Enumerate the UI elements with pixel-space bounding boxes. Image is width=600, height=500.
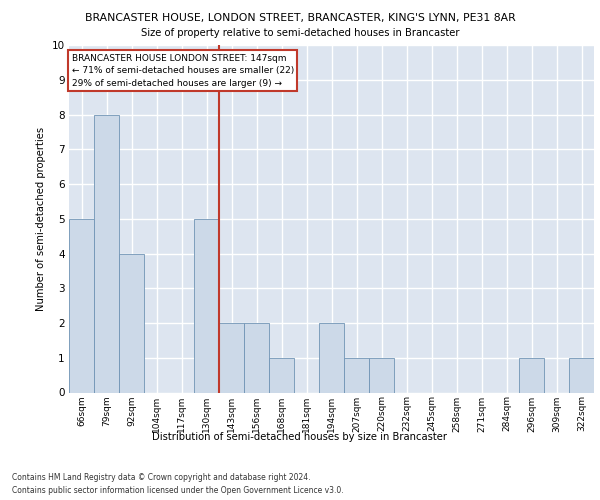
Bar — [319, 323, 344, 392]
Bar — [194, 219, 219, 392]
Bar — [244, 323, 269, 392]
Text: Contains HM Land Registry data © Crown copyright and database right 2024.: Contains HM Land Registry data © Crown c… — [12, 472, 311, 482]
Y-axis label: Number of semi-detached properties: Number of semi-detached properties — [36, 126, 46, 311]
Bar — [344, 358, 369, 392]
Bar — [519, 358, 544, 392]
Bar — [219, 323, 244, 392]
Bar — [69, 219, 94, 392]
Text: BRANCASTER HOUSE LONDON STREET: 147sqm
← 71% of semi-detached houses are smaller: BRANCASTER HOUSE LONDON STREET: 147sqm ←… — [71, 54, 294, 88]
Text: Distribution of semi-detached houses by size in Brancaster: Distribution of semi-detached houses by … — [152, 432, 448, 442]
Bar — [119, 254, 144, 392]
Bar — [269, 358, 294, 392]
Bar — [569, 358, 594, 392]
Text: Size of property relative to semi-detached houses in Brancaster: Size of property relative to semi-detach… — [141, 28, 459, 38]
Bar — [369, 358, 394, 392]
Text: Contains public sector information licensed under the Open Government Licence v3: Contains public sector information licen… — [12, 486, 344, 495]
Bar — [94, 114, 119, 392]
Text: BRANCASTER HOUSE, LONDON STREET, BRANCASTER, KING'S LYNN, PE31 8AR: BRANCASTER HOUSE, LONDON STREET, BRANCAS… — [85, 12, 515, 22]
